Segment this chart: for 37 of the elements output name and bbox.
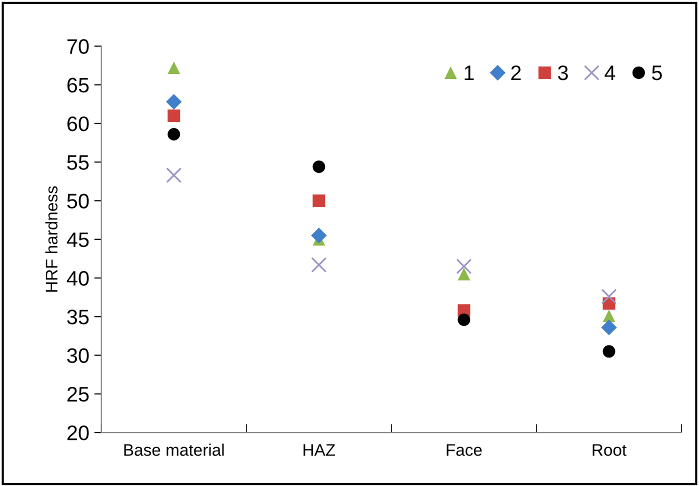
- point: [458, 313, 470, 326]
- y-tick-label: 25: [67, 386, 89, 402]
- point: [602, 310, 616, 322]
- point: [168, 109, 180, 122]
- point: [312, 194, 326, 207]
- point: [168, 128, 180, 141]
- point: [456, 258, 472, 274]
- y-axis-title: HRF hardness: [45, 186, 58, 292]
- point: [312, 160, 326, 173]
- x-tick-label: HAZ: [304, 444, 336, 456]
- y-tick-label: 35: [67, 310, 89, 324]
- x-tick-label: Base material: [124, 444, 224, 456]
- y-tick-label: 55: [67, 155, 89, 170]
- point: [168, 62, 180, 74]
- y-tick-label: 60: [67, 116, 89, 132]
- legend-label: 4: [604, 66, 616, 80]
- point: [601, 288, 617, 304]
- y-tick-label: 50: [67, 194, 89, 208]
- legend-label: 5: [652, 66, 662, 80]
- legend-label: 2: [511, 65, 521, 80]
- x-tick-label: Root: [592, 444, 626, 456]
- x-tick-label: Face: [446, 444, 482, 456]
- y-tick-label: 70: [67, 39, 89, 54]
- y-tick-label: 20: [67, 426, 89, 440]
- y-tick-label: 40: [66, 270, 89, 286]
- point: [311, 228, 327, 244]
- y-tick-label: 45: [66, 232, 89, 248]
- point: [311, 257, 327, 273]
- y-tick-label: 65: [67, 78, 89, 93]
- point: [601, 320, 617, 336]
- point: [458, 268, 470, 280]
- legend-label: 1: [464, 66, 474, 80]
- legend-label: 3: [558, 65, 568, 80]
- point: [166, 94, 182, 110]
- point: [602, 345, 616, 358]
- y-tick-label: 30: [67, 348, 89, 364]
- point: [166, 167, 182, 183]
